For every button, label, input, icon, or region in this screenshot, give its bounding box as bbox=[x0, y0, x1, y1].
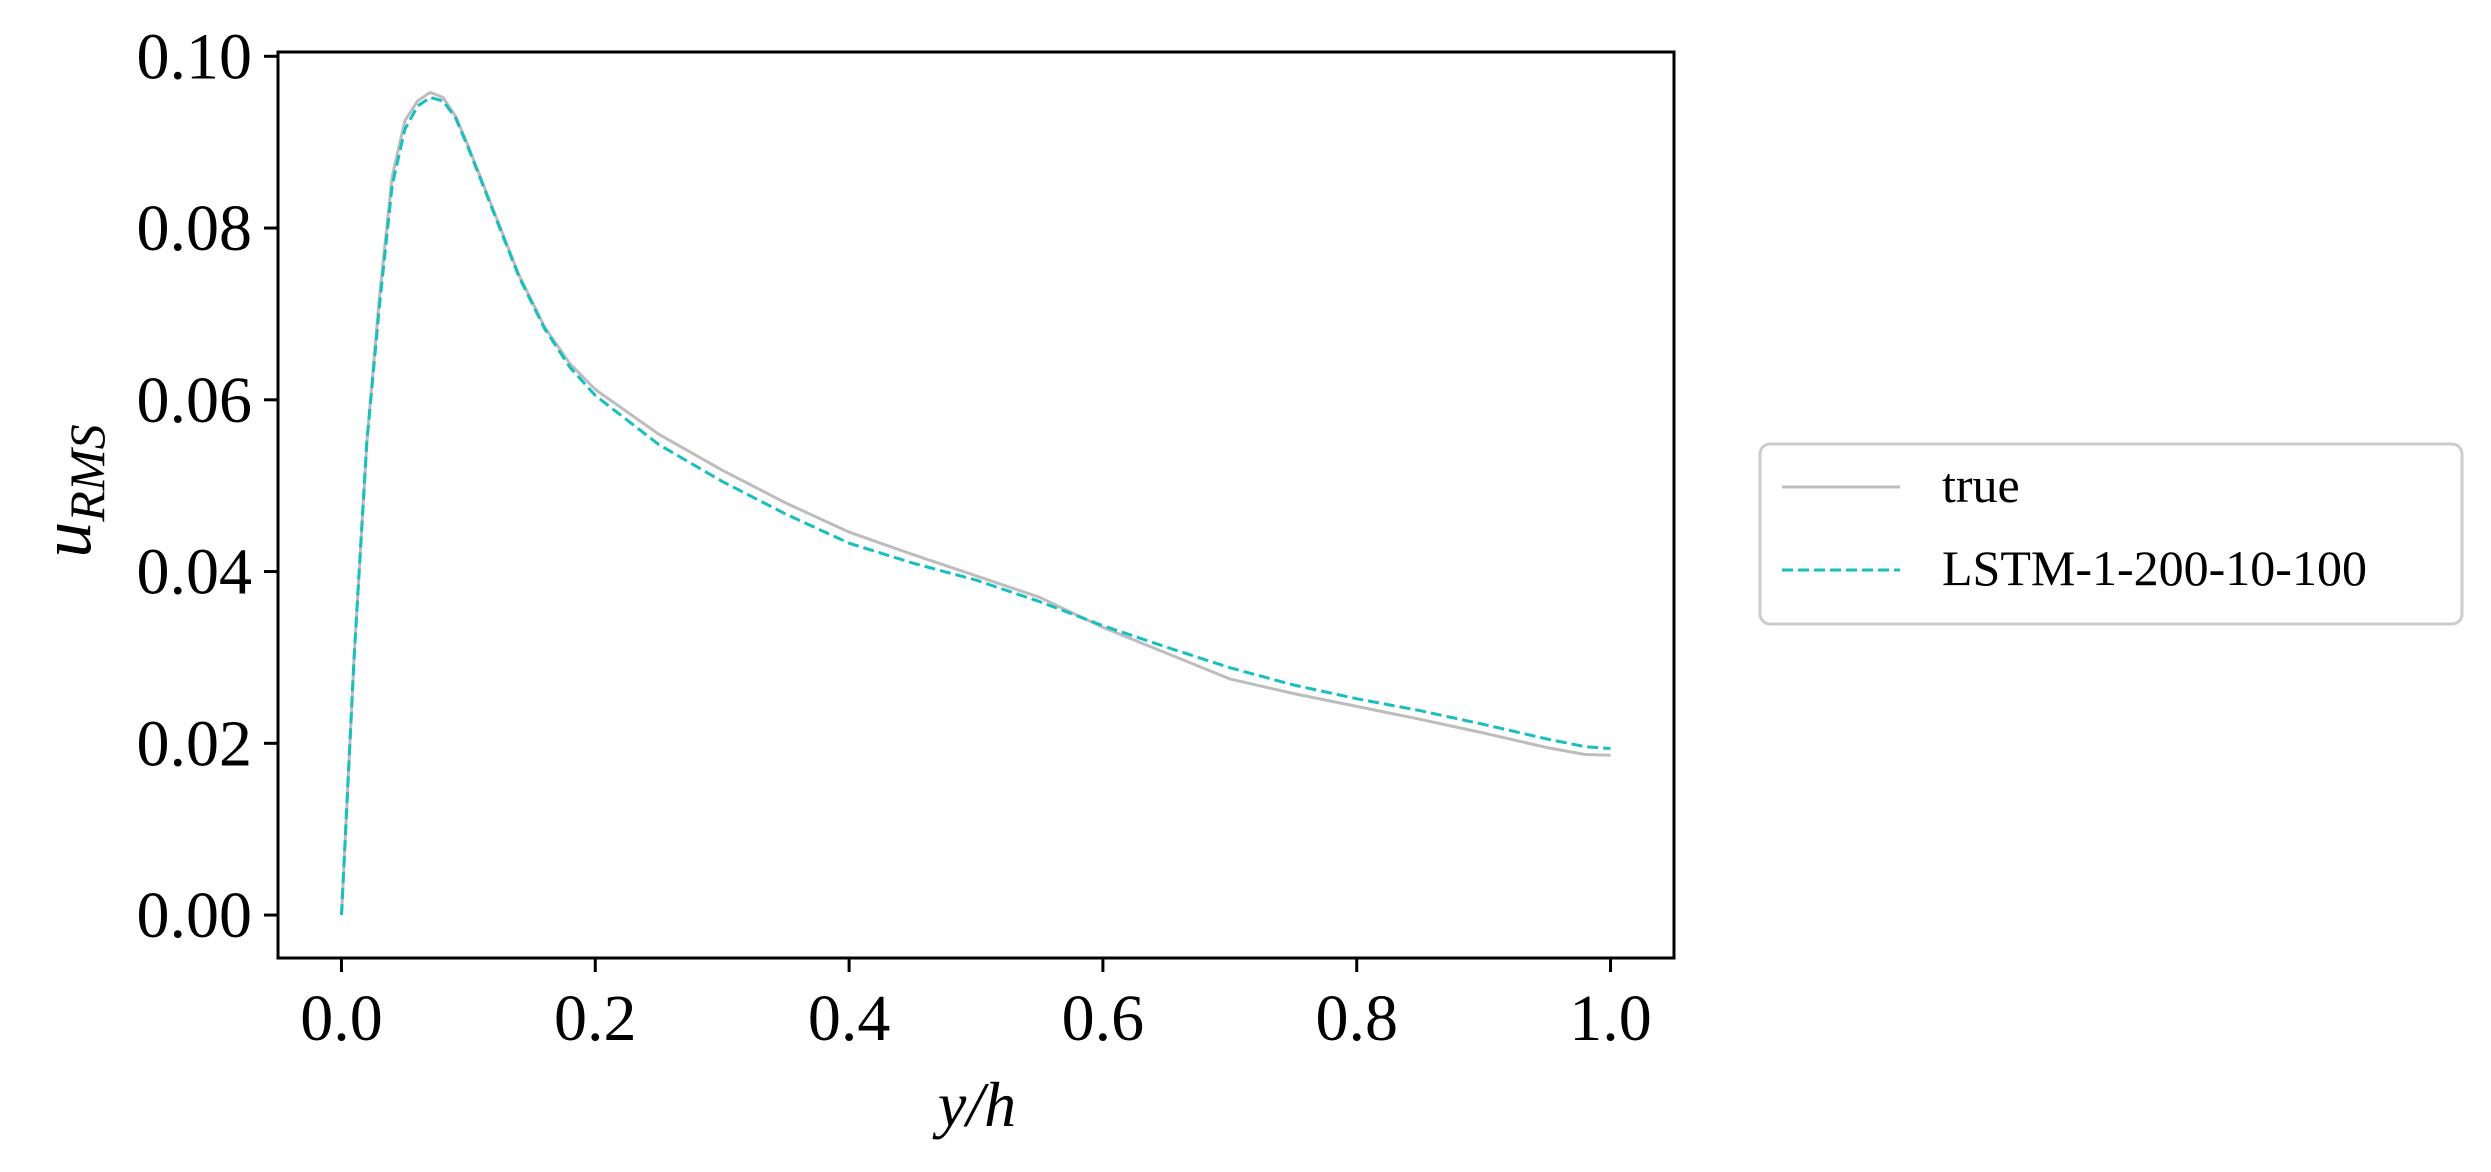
series-line-lstm bbox=[340, 96, 1611, 916]
y-tick-label: 0.04 bbox=[137, 536, 253, 609]
y-axis-label-base: u bbox=[26, 522, 106, 558]
x-tick-label: 0.8 bbox=[1315, 982, 1398, 1055]
x-axis-label: y/h bbox=[932, 1069, 1016, 1140]
x-tick-label: 0.6 bbox=[1062, 982, 1145, 1055]
x-tick-label: 1.0 bbox=[1569, 982, 1652, 1055]
y-tick-label: 0.00 bbox=[137, 879, 253, 952]
y-tick-label: 0.08 bbox=[137, 192, 253, 265]
plot-lines bbox=[340, 90, 1611, 916]
legend-label-lstm: LSTM-1-200-10-100 bbox=[1942, 540, 2367, 596]
x-axis: 0.0 0.2 0.4 0.6 0.8 1.0 bbox=[300, 958, 1652, 1055]
x-tick-label: 0.4 bbox=[808, 982, 891, 1055]
series-line-true bbox=[340, 90, 1611, 916]
x-tick-label: 0.0 bbox=[300, 982, 383, 1055]
x-tick-label: 0.2 bbox=[554, 982, 637, 1055]
y-axis: 0.00 0.02 0.04 0.06 0.08 0.10 bbox=[137, 20, 278, 952]
plot-frame bbox=[276, 50, 1676, 960]
y-axis-label: uRMS bbox=[26, 424, 115, 557]
y-axis-label-subscript: RMS bbox=[59, 424, 115, 522]
y-tick-label: 0.10 bbox=[137, 20, 253, 93]
y-tick-label: 0.02 bbox=[137, 707, 253, 780]
legend-label-true: true bbox=[1942, 457, 2020, 513]
y-tick-label: 0.06 bbox=[137, 364, 253, 437]
legend: true LSTM-1-200-10-100 bbox=[1758, 442, 2464, 626]
legend-box bbox=[1758, 442, 2464, 626]
